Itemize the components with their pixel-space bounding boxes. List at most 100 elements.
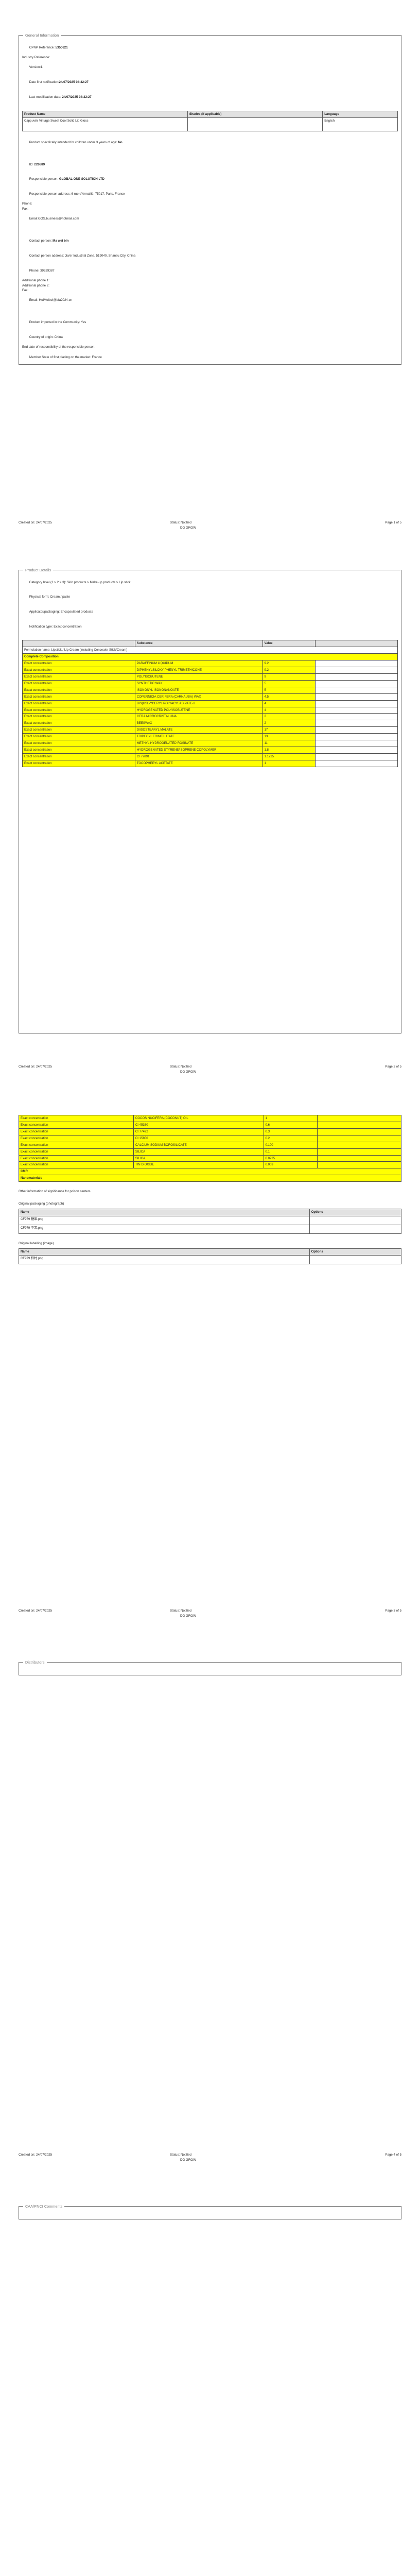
cell-substance: METHYL HYDROGENATED ROSINATE (134, 740, 263, 748)
cell-value: 1.1725 (262, 753, 316, 760)
cell-extra (317, 1115, 402, 1122)
cell-substance: BIS(HSL-YCERYL POLYACYLADIPATE-2 (134, 700, 263, 707)
responsible-id-value: 226889 (34, 162, 45, 166)
table-row: Exact concentration SILICA 0.0225 (19, 1155, 402, 1162)
cell-value: 2 (262, 713, 316, 721)
cell-concentration: Exact concentration (22, 733, 135, 741)
cell-value: 17 (262, 726, 316, 734)
table-row: Exact concentration PARAFFINUM LIQUIDUM … (22, 660, 398, 667)
col-shades: Shades (if applicable) (187, 110, 323, 118)
contact-person-label: Contact person: (29, 239, 53, 243)
page-3: Exact concentration COCOS NUCIFERA (COCO… (0, 1088, 420, 1632)
contact-phone-value: 39629387 (40, 268, 55, 273)
notification-type-label: Notification type: (29, 625, 54, 629)
cell-value: 5 (262, 680, 316, 687)
cell-value: 4.5 (262, 693, 316, 701)
responsible-person: Responsible person: GLOBAL ONE SOLUTION … (22, 172, 398, 187)
cell-substance: COPERNICIA CERIFERA (CARNAUBA) WAX (134, 693, 263, 701)
contact-address-value: Jia'er Industrial Zone, 519040, Shansu C… (64, 253, 136, 258)
table-row: Exact concentration DIPHENYLSILOXY PHENY… (22, 667, 398, 674)
page-5: CAA/PNCt Comments Created on: 24/07/2025… (0, 2176, 420, 2576)
footer-page-number: Page 4 of 5 (385, 2153, 401, 2157)
cell-concentration: Exact concentration (19, 1148, 134, 1156)
cell-value: 9.2 (262, 660, 316, 667)
table-row: Exact concentration TRIDECYL TRIMELLITAT… (22, 733, 398, 741)
cpnp-reference: CPNP Reference: 5350621 (22, 40, 398, 55)
table-row: Exact concentration CI 77492 0.3 (19, 1128, 402, 1136)
country-of-origin-label: Country of origin: (29, 335, 55, 340)
version-label: Version: (29, 65, 41, 70)
original-labelling-header-row: Name Options (19, 1248, 402, 1256)
complete-composition-title: Complete Composition (22, 653, 398, 661)
cell-substance: SILICA (133, 1155, 264, 1162)
table-row: CF979 拍村.png (19, 1255, 402, 1265)
footer-org: DG GROW (180, 2158, 196, 2162)
footer-created: Created on: 24/07/2025 (19, 2153, 52, 2157)
table-row: CF979 糖果.png (19, 1215, 402, 1225)
col-value: Value (262, 640, 316, 648)
responsible-address-label: Responsible person address: (29, 192, 72, 196)
date-first-notification-label: Date first notification: (29, 80, 59, 84)
cell-substance: CI 15850 (133, 1134, 264, 1142)
table-row: Exact concentration METHYL HYDROGENATED … (22, 740, 398, 748)
col-blank-left (22, 640, 135, 648)
contact-phone-label: Phone: (29, 268, 41, 273)
cell-extra (314, 720, 398, 727)
cell-value: 0.0225 (263, 1155, 318, 1162)
product-imported: Product imported in the Community: Yes (22, 315, 398, 330)
cell-value: 1 (262, 759, 316, 767)
responsible-id: ID: 226889 (22, 157, 398, 172)
cell-extra (314, 706, 398, 714)
cell-extra (314, 660, 398, 667)
cell-extra (314, 759, 398, 767)
responsible-address-value: 6 rue d'Armaillé, 75017, Paris, France (71, 192, 125, 196)
cell-substance: TRIDECYL TRIMELLITATE (134, 733, 263, 741)
responsible-fax: Fax: (22, 207, 29, 211)
original-packaging-table: Name Options CF979 糖果.png CF979 中文.png (19, 1209, 402, 1234)
cell-substance: SYNTHETIC WAX (134, 680, 263, 687)
table-row: Exact concentration COCOS NUCIFERA (COCO… (19, 1115, 402, 1122)
category-level: Category level (1 > 2 > 3): Skin product… (22, 575, 398, 590)
cell-value: 0.6 (263, 1121, 318, 1129)
cell-extra (314, 733, 398, 741)
cell-substance: HYDROGENATED STYRENE/ISOPRENE COPOLYMER (134, 747, 263, 754)
formulation-value: Lipstick / Lip Cream (including Conceale… (51, 648, 128, 652)
cell-value: 0.3 (263, 1128, 318, 1136)
cell-concentration: Exact concentration (22, 706, 135, 714)
col-language: Language (322, 110, 398, 118)
cell-concentration: Exact concentration (19, 1141, 134, 1149)
cell-product-name: Cappuvini Vintage Sweet Cool Solid Lip G… (22, 117, 188, 132)
footer-page-number: Page 3 of 5 (385, 1609, 401, 1613)
cell-concentration: Exact concentration (22, 753, 135, 760)
physical-form-label: Physical form: (29, 595, 50, 599)
country-of-origin-value: China (54, 335, 63, 340)
page-4: Distributors Created on: 24/07/2025 Stat… (0, 1632, 420, 2176)
cell-concentration: Exact concentration (19, 1134, 134, 1142)
cell-substance: DIISOSTEARYL MALATE (134, 726, 263, 734)
cell-value: 4 (262, 706, 316, 714)
page-footer: Created on: 24/07/2025 Status: Notified … (0, 1608, 420, 1632)
page-1: General Information CPNP Reference: 5350… (0, 0, 420, 544)
responsible-address: Responsible person address: 6 rue d'Arma… (22, 187, 398, 202)
responsible-phone: Phone: (22, 202, 32, 206)
product-imported-label: Product imported in the Community: (29, 320, 81, 325)
table-row: Exact concentration CI 15850 0.2 (19, 1134, 402, 1142)
footer-page-number: Page 2 of 5 (385, 1065, 401, 1069)
cell-language: English (322, 117, 398, 132)
contact-email: Email: HuiMeibei@bfa2024.cn (22, 293, 398, 308)
original-packaging-title: Original packaging (photograph) (19, 1201, 64, 1206)
table-row: Exact concentration TIN DIOXIDE 0.003 (19, 1161, 402, 1169)
cell-extra (317, 1128, 402, 1136)
category-level-value: Skin products > Make-up products > Lip s… (67, 580, 131, 584)
responsible-email-value: GOS.business@hotmail.com (38, 217, 79, 221)
cell-value: 0.1 (263, 1148, 318, 1156)
cell-substance: PARAFFINUM LIQUIDUM (134, 660, 263, 667)
footer-page-number: Page 1 of 5 (385, 521, 401, 524)
contact-additional-phone-2: Additional phone 2: (22, 283, 49, 287)
member-state-label: Member State of first placing on the mar… (29, 355, 92, 359)
notification-type: Notification type: Exact concentration (22, 619, 398, 634)
cell-substance: TOCOPHERYL ACETATE (134, 759, 263, 767)
contact-email-value: HuiMeibei@bfa2024.cn (39, 298, 73, 302)
table-row: Exact concentration DIISOSTEARYL MALATE … (22, 726, 398, 734)
cell-extra (314, 673, 398, 681)
